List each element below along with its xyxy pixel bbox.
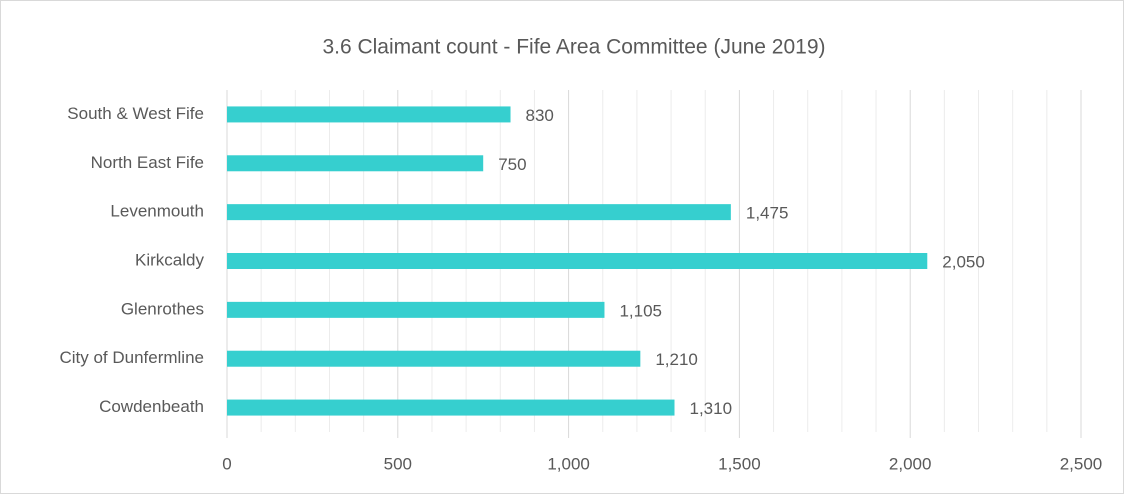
y-tick-label: North East Fife	[91, 153, 204, 172]
y-tick-label: Cowdenbeath	[99, 397, 204, 416]
data-label: 1,105	[619, 301, 662, 320]
x-tick-label: 1,000	[547, 454, 590, 473]
x-tick-label: 2,000	[889, 454, 932, 473]
data-label: 750	[498, 155, 526, 174]
data-label: 2,050	[942, 252, 985, 271]
x-tick-label: 500	[384, 454, 412, 473]
x-tick-label: 1,500	[718, 454, 761, 473]
bar	[227, 204, 731, 221]
bar	[227, 301, 605, 318]
bar	[227, 106, 511, 123]
bar	[227, 155, 484, 172]
y-tick-label: City of Dunfermline	[59, 348, 204, 367]
data-label: 1,310	[689, 399, 732, 418]
data-label: 1,210	[655, 350, 698, 369]
x-tick-label: 2,500	[1060, 454, 1103, 473]
data-label: 830	[526, 106, 554, 125]
x-tick-label: 0	[222, 454, 231, 473]
y-tick-label: Kirkcaldy	[135, 250, 204, 269]
data-label: 1,475	[746, 204, 789, 223]
bar	[227, 253, 928, 269]
y-tick-label: South & West Fife	[67, 104, 204, 123]
chart-title: 3.6 Claimant count - Fife Area Committee…	[322, 36, 825, 59]
y-tick-label: Levenmouth	[110, 202, 204, 221]
bar	[227, 399, 675, 416]
bar	[227, 350, 641, 367]
y-tick-label: Glenrothes	[121, 299, 204, 318]
